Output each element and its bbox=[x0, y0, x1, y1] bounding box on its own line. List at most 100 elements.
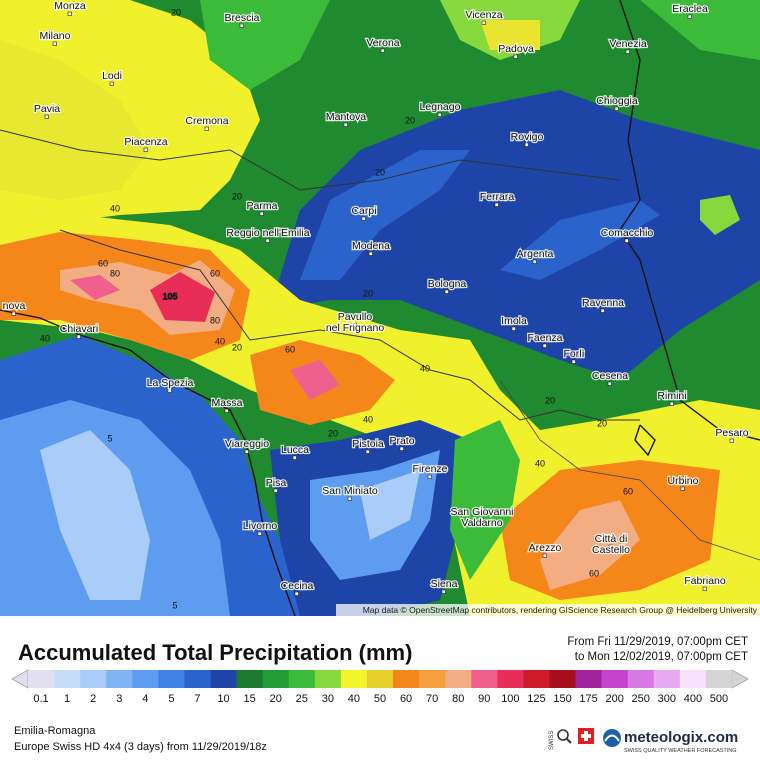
border bbox=[499, 379, 760, 561]
contour-label: 60 bbox=[623, 486, 633, 496]
brand: meteologix.com bbox=[624, 729, 738, 746]
border bbox=[59, 229, 640, 421]
border bbox=[634, 424, 656, 457]
city-marker bbox=[481, 20, 486, 25]
contour-label: 40 bbox=[420, 363, 430, 373]
city-marker bbox=[571, 359, 576, 364]
city-marker bbox=[608, 544, 613, 549]
contour-label: 40 bbox=[215, 336, 225, 346]
city-marker bbox=[352, 322, 357, 327]
scale-swatch bbox=[393, 670, 420, 688]
contour-label: 20 bbox=[363, 288, 373, 298]
scale-swatch bbox=[158, 670, 185, 688]
scale-swatch bbox=[366, 670, 394, 688]
precip-area bbox=[300, 150, 470, 280]
city-label: Firenze bbox=[412, 463, 447, 475]
scale-label: 250 bbox=[632, 693, 650, 705]
logo-mark bbox=[604, 734, 620, 742]
city-marker bbox=[365, 449, 370, 454]
city-marker bbox=[702, 586, 707, 591]
scale-swatch bbox=[679, 670, 707, 688]
attribution-bg bbox=[336, 604, 760, 616]
contour-label: 20 bbox=[405, 115, 415, 125]
city-label: Valdarno bbox=[461, 517, 502, 529]
precip-area bbox=[0, 40, 150, 200]
city-marker bbox=[542, 343, 547, 348]
city-label: Modena bbox=[352, 240, 390, 252]
city-marker bbox=[44, 114, 49, 119]
city-marker bbox=[76, 334, 81, 339]
coastline bbox=[0, 309, 296, 617]
scale-label: 150 bbox=[553, 693, 571, 705]
city-label: Parma bbox=[247, 200, 278, 212]
city-label: Carpi bbox=[351, 205, 376, 217]
city-marker bbox=[437, 112, 442, 117]
scale-swatch bbox=[288, 670, 316, 688]
city-marker bbox=[273, 488, 278, 493]
contour-label: 40 bbox=[40, 333, 50, 343]
scale-label: 400 bbox=[684, 693, 702, 705]
city-label: Bologna bbox=[428, 278, 467, 290]
city-label: Monza bbox=[54, 0, 86, 12]
city-marker bbox=[494, 202, 499, 207]
city-label: Milano bbox=[40, 30, 71, 42]
city-marker bbox=[625, 49, 630, 54]
city-marker bbox=[444, 289, 449, 294]
city-marker bbox=[67, 11, 72, 16]
city-marker bbox=[167, 388, 172, 393]
city-marker bbox=[52, 41, 57, 46]
city-label: Chiavari bbox=[60, 323, 99, 335]
scale-label: 500 bbox=[710, 693, 728, 705]
city-marker bbox=[687, 14, 692, 19]
city-label: Eraclea bbox=[672, 3, 708, 15]
city-marker bbox=[343, 122, 348, 127]
city-label: Siena bbox=[431, 578, 458, 590]
city-marker bbox=[109, 81, 114, 86]
city-label: Pesaro bbox=[715, 427, 748, 439]
scale-label: 175 bbox=[579, 693, 597, 705]
scale-label: 7 bbox=[194, 693, 200, 705]
scale-swatch bbox=[549, 670, 576, 688]
city-marker bbox=[380, 48, 385, 53]
city-marker bbox=[729, 438, 734, 443]
contour-label: 20 bbox=[171, 7, 181, 17]
scale-swatch bbox=[132, 670, 159, 688]
period-from: From Fri 11/29/2019, 07:00pm CET bbox=[567, 636, 748, 648]
contour-label: 20 bbox=[328, 428, 338, 438]
scale-label: 40 bbox=[348, 693, 360, 705]
scale-label: 15 bbox=[244, 693, 256, 705]
city-label: Pisa bbox=[266, 477, 287, 489]
scale-swatch bbox=[314, 670, 342, 688]
city-label: Pistoia bbox=[352, 438, 384, 450]
tagline: SWISS QUALITY WEATHER FORECASTING bbox=[624, 748, 737, 754]
scale-label: 125 bbox=[527, 693, 545, 705]
coastline bbox=[619, 0, 760, 441]
city-marker bbox=[542, 553, 547, 558]
city-marker bbox=[368, 251, 373, 256]
city-label: Lodi bbox=[102, 70, 122, 82]
city-marker bbox=[427, 474, 432, 479]
attribution: Map data © OpenStreetMap contributors, r… bbox=[363, 605, 758, 615]
scale-label: 4 bbox=[142, 693, 148, 705]
contour-label: 40 bbox=[363, 414, 373, 424]
scale-swatch bbox=[28, 670, 55, 688]
logo: SWISS meteologix.com SWISS QUALITY WEATH… bbox=[549, 728, 738, 754]
region: Emilia-Romagna bbox=[14, 725, 96, 737]
scale-label: 50 bbox=[374, 693, 386, 705]
scale-label: 80 bbox=[452, 693, 464, 705]
city-marker bbox=[624, 238, 629, 243]
city-marker bbox=[204, 126, 209, 131]
scale-swatch bbox=[445, 670, 472, 688]
scale-swatch bbox=[705, 670, 733, 688]
city-label: Piacenza bbox=[124, 136, 167, 148]
city-marker bbox=[441, 589, 446, 594]
scale-label: 25 bbox=[296, 693, 308, 705]
precip-area bbox=[540, 500, 640, 590]
city-marker bbox=[347, 496, 352, 501]
city-label: nel Frignano bbox=[326, 322, 385, 334]
city-label: Mantova bbox=[326, 111, 366, 123]
city-marker bbox=[239, 23, 244, 28]
scale-swatch bbox=[54, 670, 81, 688]
city-label: Vicenza bbox=[465, 9, 502, 21]
